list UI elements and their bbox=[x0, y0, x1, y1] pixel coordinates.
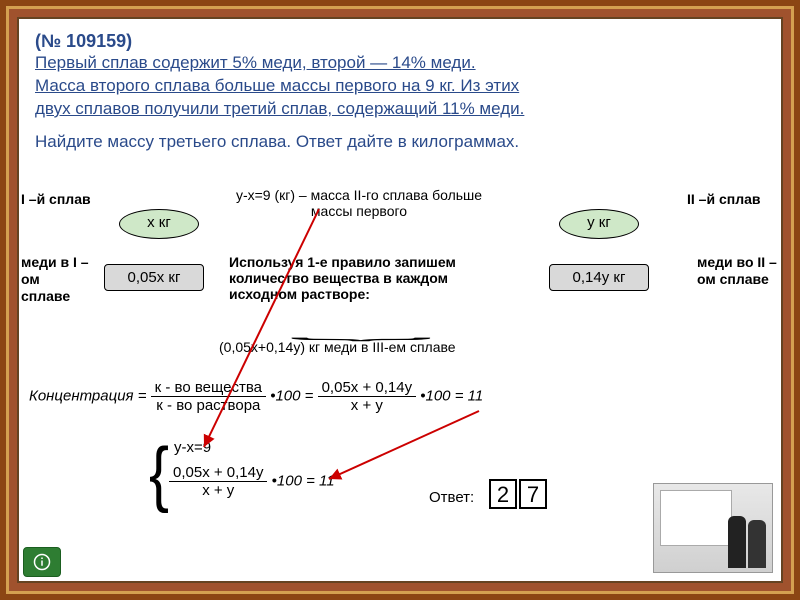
alloy2-label: II –й сплав bbox=[687, 191, 777, 207]
answer-digit-2: 7 bbox=[519, 479, 547, 509]
frac2-num: 0,05x + 0,14y bbox=[318, 379, 416, 397]
problem-line4: Найдите массу третьего сплава. Ответ дай… bbox=[35, 131, 765, 154]
sum-note: (0,05x+0,14y) кг меди в III-ем сплаве bbox=[219, 339, 456, 355]
cu1-label: меди в I –ом сплаве bbox=[21, 254, 91, 304]
sys2-right: •100 = 11 bbox=[272, 472, 335, 489]
sys2-num: 0,05x + 0,14y bbox=[169, 464, 267, 482]
sys2-den: x + y bbox=[169, 482, 267, 499]
alloy1-label: I –й сплав bbox=[21, 191, 101, 207]
problem-line3: двух сплавов получили третий сплав, соде… bbox=[35, 98, 765, 121]
frac2-den: x + y bbox=[318, 397, 416, 414]
conc-label: Концентрация = bbox=[29, 387, 146, 404]
diff-note: y-x=9 (кг) – масса II-го сплава больше м… bbox=[229, 187, 489, 219]
frac1-num: к - во вещества bbox=[151, 379, 266, 397]
outer-frame: (№ 109159) Первый сплав содержит 5% меди… bbox=[6, 6, 794, 594]
problem-line1: Первый сплав содержит 5% меди, второй — … bbox=[35, 52, 765, 75]
system-eq2: 0,05x + 0,14yx + y •100 = 11 bbox=[169, 464, 335, 499]
hint-button[interactable] bbox=[23, 547, 61, 577]
system-eq1: y-x=9 bbox=[174, 439, 211, 456]
answer-digit-1: 2 bbox=[489, 479, 517, 509]
cu2-label: меди во II –ом сплаве bbox=[697, 254, 777, 288]
slide-content: (№ 109159) Первый сплав содержит 5% меди… bbox=[17, 17, 783, 583]
brace-icon: ⏟ bbox=[289, 323, 433, 341]
eq11-1: •100 = 11 bbox=[420, 387, 483, 404]
times100-1: •100 = bbox=[270, 387, 313, 404]
teacher-photo bbox=[653, 483, 773, 573]
problem-line2: Масса второго сплава больше массы первог… bbox=[35, 75, 765, 98]
info-icon bbox=[33, 553, 51, 571]
rule-note: Используя 1-е правило запишем количество… bbox=[229, 254, 509, 302]
bubble-y: y кг bbox=[559, 209, 639, 239]
bubble-cy: 0,14y кг bbox=[549, 264, 649, 291]
concentration-formula: Концентрация = к - во веществак - во рас… bbox=[29, 379, 483, 414]
frac1-den: к - во раствора bbox=[151, 397, 266, 414]
answer-label: Ответ: bbox=[429, 489, 474, 506]
bubble-x: x кг bbox=[119, 209, 199, 239]
bubble-cx: 0,05x кг bbox=[104, 264, 204, 291]
problem-number: (№ 109159) bbox=[35, 31, 765, 52]
system-brace-icon: { bbox=[149, 432, 169, 515]
